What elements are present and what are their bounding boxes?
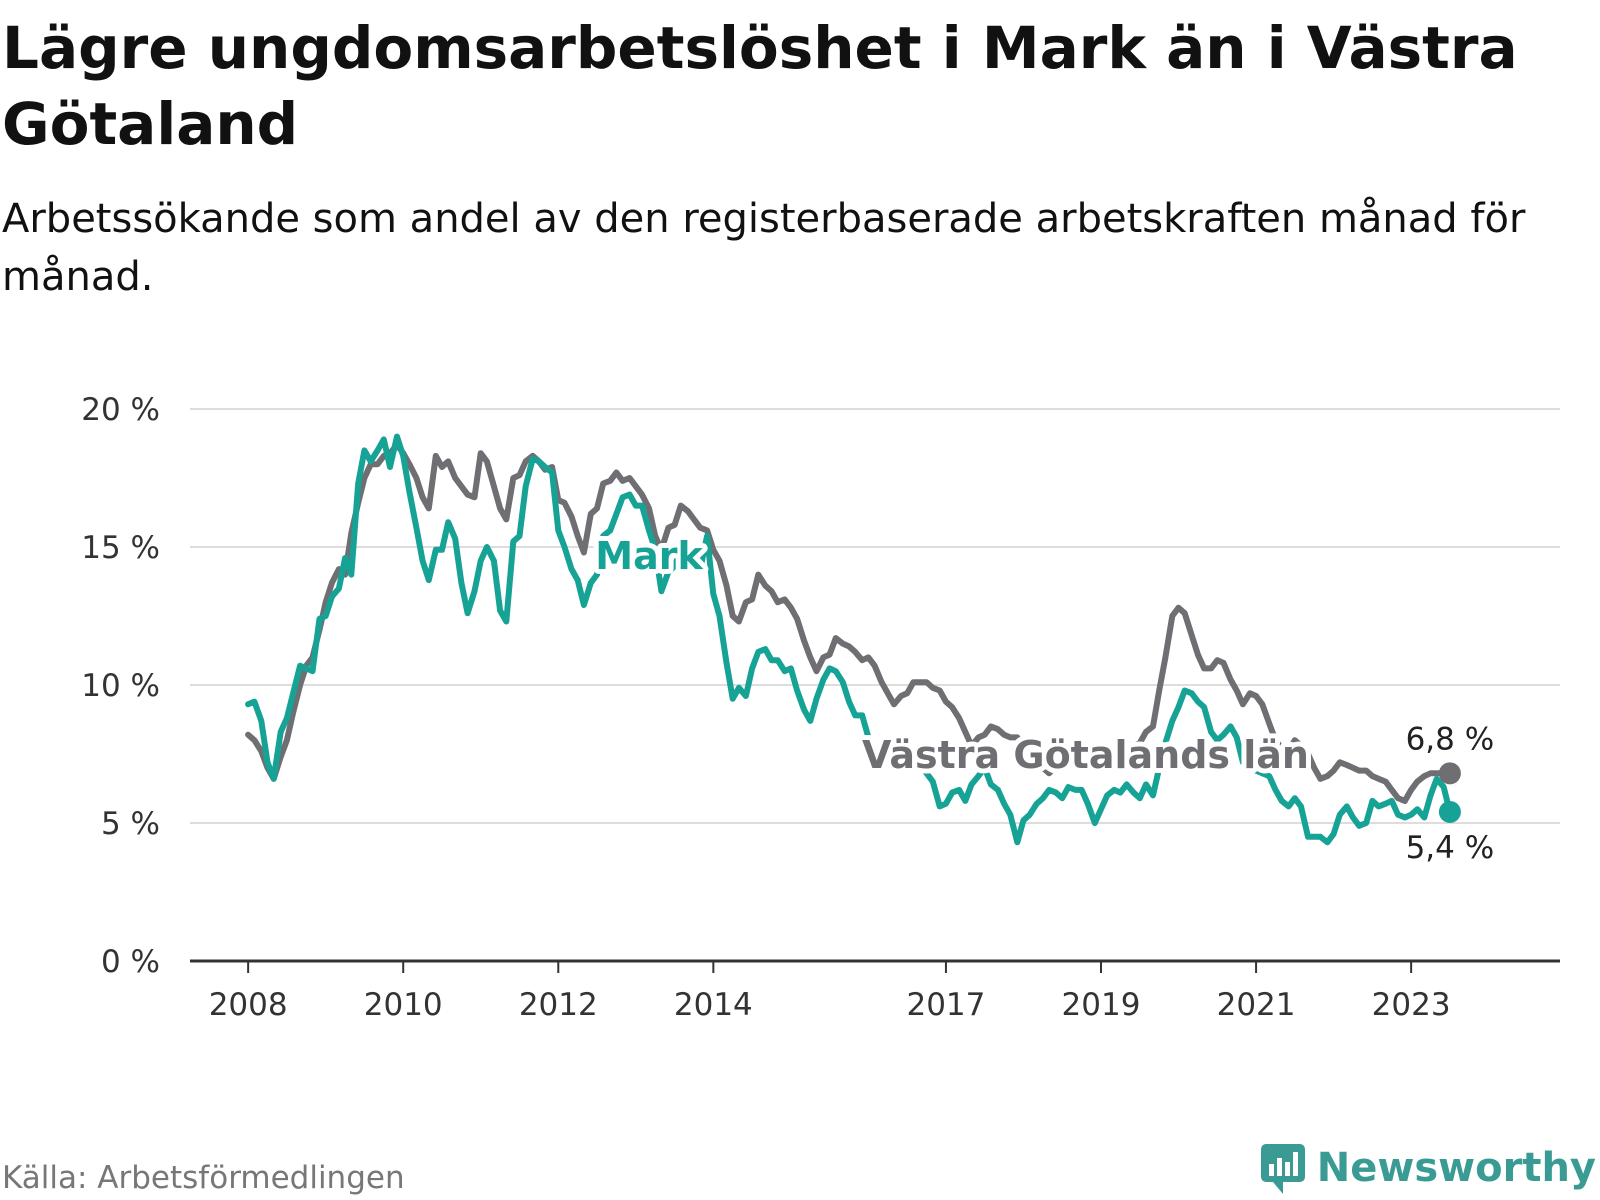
series-labels: 5,4 % 6,8 % Mark Västra Götalands län (590, 529, 1498, 870)
y-tick-label: 10 % (81, 668, 160, 704)
y-tick-label: 0 % (101, 944, 160, 980)
series-lines (245, 433, 1461, 846)
end-label-vastra-gotaland: 6,8 % (1406, 721, 1495, 757)
newsworthy-logo-icon (1260, 1144, 1305, 1194)
y-tick-label: 5 % (101, 806, 160, 842)
gridlines (190, 408, 1560, 824)
brand-name: Newsworthy (1316, 1145, 1596, 1191)
x-tick-label: 2021 (1217, 987, 1296, 1023)
series-label-vastra-gotaland: Västra Götalands län (862, 733, 1309, 777)
x-tick-label: 2017 (906, 987, 985, 1023)
x-tick-label: 2012 (519, 987, 598, 1023)
x-tick-label: 2014 (674, 987, 753, 1023)
chart-subtitle: Arbetssökande som andel av den registerb… (2, 196, 1526, 300)
end-point-mark (1438, 800, 1461, 823)
chart-title: Lägre ungdomsarbetslöshet i Mark än i Vä… (2, 14, 1518, 158)
x-axis: 2008 2010 2012 2014 2017 2019 2021 2023 (190, 959, 1560, 1023)
series-line-vastra-gotaland (245, 441, 1453, 804)
x-tick-label: 2010 (364, 987, 443, 1023)
source-note: Källa: Arbetsförmedlingen (2, 1160, 405, 1196)
y-axis-ticks: 0 % 5 % 10 % 15 % 20 % (81, 392, 160, 980)
brand-logo[interactable]: Newsworthy (1259, 1140, 1596, 1196)
series-label-mark: Mark (595, 534, 703, 578)
y-tick-label: 20 % (81, 392, 160, 428)
series-line-mark (245, 433, 1453, 846)
end-point-vastra-gotaland (1438, 762, 1461, 785)
end-label-mark: 5,4 % (1406, 830, 1495, 866)
x-tick-label: 2023 (1372, 987, 1451, 1023)
x-tick-label: 2019 (1062, 987, 1141, 1023)
x-tick-label: 2008 (209, 987, 288, 1023)
y-tick-label: 15 % (81, 530, 160, 566)
